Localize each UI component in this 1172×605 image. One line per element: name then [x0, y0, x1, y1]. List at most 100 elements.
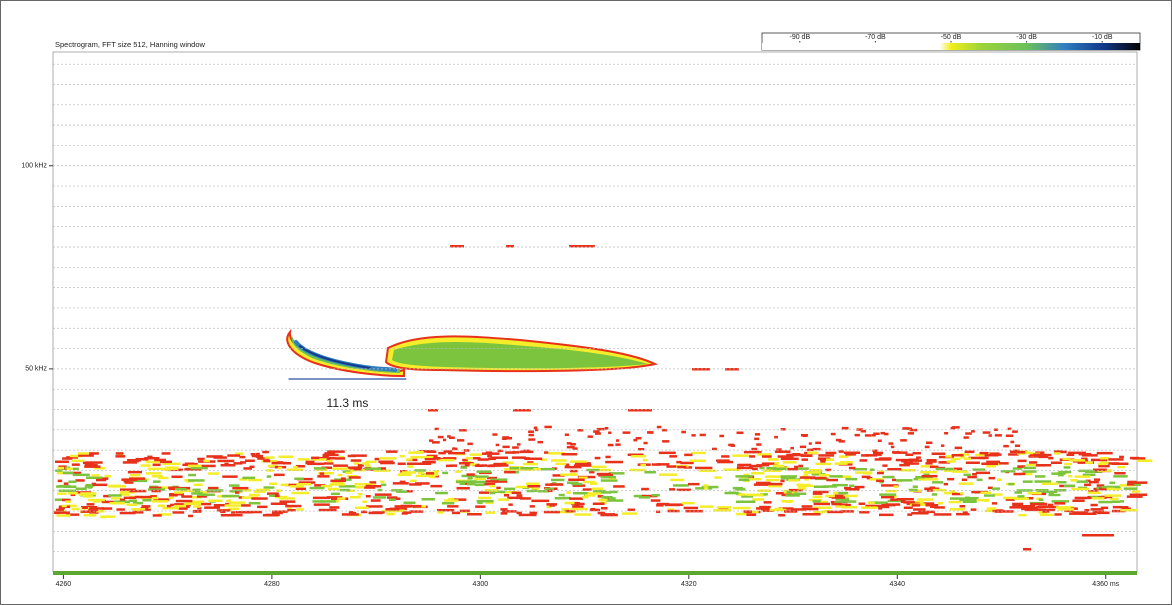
noise-cell — [551, 479, 564, 482]
noise-cell — [330, 480, 346, 483]
noise-cell — [191, 467, 208, 470]
noise-cell — [438, 436, 444, 439]
noise-cell — [879, 493, 896, 496]
noise-cell — [87, 503, 95, 506]
noise-cell — [267, 475, 272, 478]
noise-cell — [407, 505, 421, 508]
noise-cell — [551, 459, 567, 462]
noise-cell — [444, 499, 458, 502]
noise-cell — [739, 479, 749, 482]
noise-cell — [826, 452, 837, 455]
noise-cell — [188, 515, 193, 518]
noise-cell — [324, 462, 333, 465]
noise-cell — [836, 439, 841, 442]
noise-cell — [1073, 511, 1088, 514]
noise-cell — [58, 467, 64, 470]
noise-cell — [703, 484, 708, 487]
noise-cell — [749, 455, 755, 458]
noise-cell — [738, 501, 755, 504]
noise-cell — [803, 513, 821, 516]
noise-cell — [313, 497, 330, 500]
noise-cell — [662, 440, 669, 443]
noise-cell — [341, 477, 346, 480]
noise-cell — [160, 461, 172, 464]
noise-cell — [477, 500, 494, 503]
noise-cell — [1014, 473, 1021, 476]
noise-cell — [1084, 484, 1091, 487]
noise-cell — [544, 426, 551, 429]
noise-cell — [601, 476, 616, 479]
noise-cell — [89, 452, 99, 455]
noise-cell — [886, 503, 901, 506]
x-tick-label: 4300 — [473, 581, 489, 588]
noise-cell — [538, 441, 544, 444]
noise-cell — [816, 463, 832, 466]
noise-cell — [174, 491, 183, 494]
noise-cell — [571, 508, 588, 511]
noise-cell — [127, 459, 141, 462]
noise-cell — [222, 475, 237, 478]
noise-cell — [966, 462, 980, 465]
noise-cell — [814, 511, 826, 514]
noise-cell — [1089, 481, 1099, 484]
noise-cell — [1075, 475, 1091, 478]
noise-cell — [577, 429, 583, 432]
noise-cell — [810, 477, 826, 480]
noise-cell — [764, 501, 772, 504]
noise-cell — [768, 483, 783, 486]
noise-cell — [736, 501, 740, 504]
noise-cell — [510, 467, 520, 470]
noise-cell — [415, 482, 430, 485]
noise-cell — [814, 503, 830, 506]
noise-cell — [1008, 483, 1014, 486]
noise-cell — [1022, 507, 1032, 510]
noise-cell — [116, 452, 124, 455]
noise-cell — [337, 497, 346, 500]
noise-cell — [1100, 457, 1109, 460]
noise-cell — [849, 485, 854, 488]
noise-cell — [75, 479, 84, 482]
noise-cell — [386, 450, 397, 453]
noise-cell — [124, 497, 136, 500]
noise-cell — [443, 439, 446, 442]
noise-cell — [1035, 475, 1045, 478]
noise-cell — [639, 496, 650, 499]
noise-cell — [947, 478, 954, 481]
noise-cell — [677, 466, 686, 469]
noise-cell — [72, 463, 80, 466]
noise-cell — [1072, 500, 1084, 503]
noise-cell — [1105, 494, 1122, 497]
noise-cell — [386, 513, 394, 516]
noise-cell — [442, 472, 448, 475]
noise-cell — [1054, 502, 1065, 505]
noise-cell — [1098, 465, 1109, 468]
noise-cell — [628, 509, 635, 512]
noise-cell — [841, 500, 857, 503]
noise-cell — [375, 458, 380, 461]
noise-cell — [765, 475, 774, 478]
noise-cell — [992, 502, 997, 505]
noise-cell — [457, 487, 470, 490]
noise-cell — [700, 505, 713, 508]
noise-cell — [362, 462, 369, 465]
noise-cell — [670, 479, 684, 482]
noise-cell — [530, 505, 535, 508]
noise-cell — [231, 511, 235, 514]
noise-cell — [115, 455, 125, 458]
noise-cell — [959, 482, 974, 485]
noise-cell — [175, 488, 187, 491]
noise-cell — [482, 452, 500, 455]
noise-cell — [984, 494, 995, 497]
noise-cell — [418, 472, 424, 475]
noise-cell — [415, 469, 427, 472]
noise-cell — [544, 451, 548, 454]
noise-cell — [81, 493, 97, 496]
noise-cell — [882, 464, 887, 467]
noise-cell — [1091, 508, 1104, 511]
time-bar — [53, 571, 1137, 575]
noise-cell — [786, 454, 794, 457]
noise-cell — [758, 490, 771, 493]
noise-cell — [605, 427, 609, 430]
noise-cell — [206, 455, 222, 458]
noise-cell — [894, 451, 908, 454]
